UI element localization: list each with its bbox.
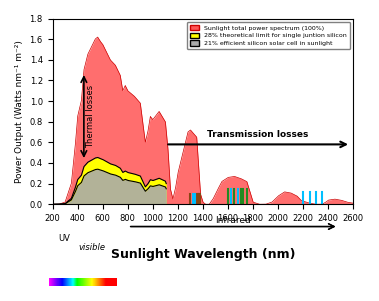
Y-axis label: Power Output (Watts nm⁻¹ m⁻²): Power Output (Watts nm⁻¹ m⁻²): [15, 40, 24, 183]
X-axis label: Sunlight Wavelength (nm): Sunlight Wavelength (nm): [111, 248, 295, 261]
Text: visible: visible: [78, 243, 105, 252]
Text: Infrared: Infrared: [215, 216, 251, 225]
Legend: Sunlight total power spectrum (100%), 28% theoretical limit for single juntion s: Sunlight total power spectrum (100%), 28…: [187, 22, 350, 49]
Text: Transmission losses: Transmission losses: [207, 130, 309, 139]
Text: UV: UV: [59, 234, 70, 243]
Text: Thermal losses: Thermal losses: [86, 85, 95, 148]
